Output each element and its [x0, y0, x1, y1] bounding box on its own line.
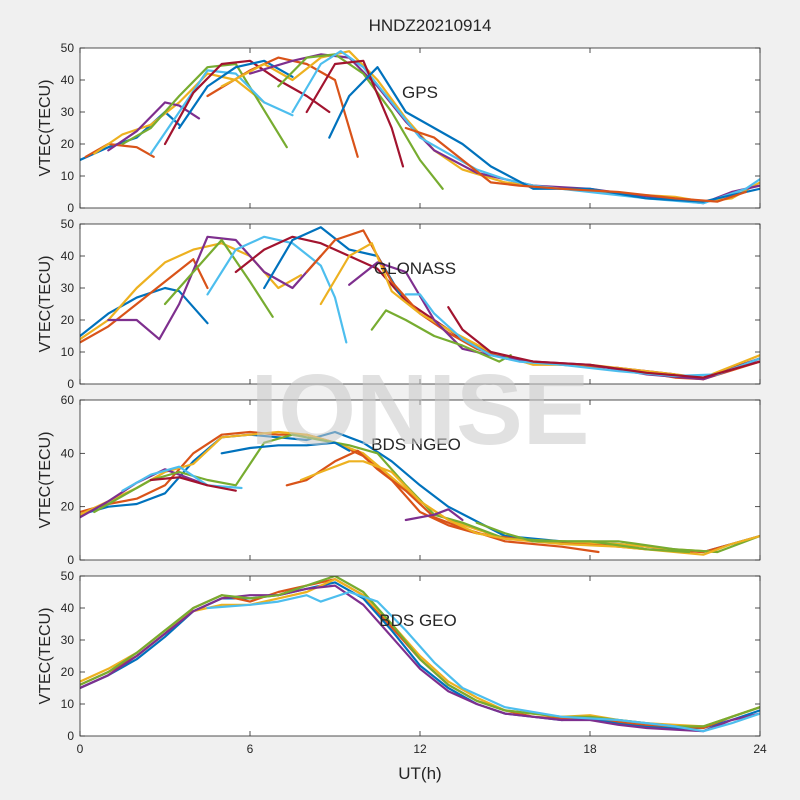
y-tick-label: 10	[61, 169, 75, 183]
y-tick-label: 0	[67, 729, 74, 743]
series-line	[206, 590, 760, 733]
series-line	[206, 235, 348, 344]
y-tick-label: 50	[61, 217, 75, 231]
series-line	[220, 441, 351, 455]
series-line	[121, 465, 243, 492]
y-tick-label: 30	[61, 633, 75, 647]
panel-3: 0 10 20 30 40 50 0 6 12 18 24 VTEC(TECU) BDS GEO	[37, 569, 767, 756]
series-line	[404, 508, 464, 522]
y-tick-label: 30	[61, 281, 75, 295]
series-line	[285, 449, 600, 554]
series-line	[447, 306, 760, 379]
panels-container: 0 10 20 30 40 50 VTEC(TECU) GPS 0 10 20 30 40 50 VTEC(…	[37, 41, 767, 756]
series-line	[328, 66, 760, 203]
series-line	[80, 584, 760, 733]
y-axis-label: VTEC(TECU)	[37, 608, 54, 705]
y-tick-label: 20	[61, 313, 75, 327]
y-tick-label: 0	[67, 201, 74, 215]
series-line	[93, 433, 760, 554]
series-line	[149, 476, 237, 492]
series-line	[348, 261, 760, 381]
series-line	[121, 62, 288, 149]
series-line	[299, 460, 760, 556]
y-tick-label: 0	[67, 377, 74, 391]
panel-label: GPS	[402, 83, 438, 102]
y-tick-label: 50	[61, 569, 75, 583]
series-line	[149, 69, 294, 155]
watermark: IONISE	[251, 354, 590, 466]
x-tick-label: 0	[77, 742, 84, 756]
series-group	[80, 430, 760, 556]
x-tick-label: 6	[247, 742, 254, 756]
x-tick-label: 24	[753, 742, 767, 756]
y-axis-label: VTEC(TECU)	[37, 256, 54, 353]
series-line	[305, 59, 405, 168]
series-line	[80, 242, 303, 341]
y-tick-label: 20	[61, 665, 75, 679]
panel-label: BDS GEO	[379, 611, 456, 630]
y-axis-label: VTEC(TECU)	[37, 80, 54, 177]
figure-title: HNDZ20210914	[369, 16, 492, 35]
plot-area	[80, 48, 760, 208]
y-tick-label: 20	[61, 137, 75, 151]
series-line	[163, 238, 274, 318]
panel-1: 0 10 20 30 40 50 VTEC(TECU) GLONASS	[37, 217, 761, 391]
y-tick-label: 10	[61, 345, 75, 359]
y-tick-label: 0	[67, 553, 74, 567]
y-axis-label: VTEC(TECU)	[37, 432, 54, 529]
y-tick-label: 60	[61, 393, 75, 407]
y-tick-label: 50	[61, 41, 75, 55]
y-tick-label: 40	[61, 446, 75, 460]
y-tick-label: 20	[61, 500, 75, 514]
x-axis-label: UT(h)	[398, 764, 441, 783]
y-tick-label: 40	[61, 601, 75, 615]
series-group	[80, 226, 760, 381]
panel-2: 0 20 40 60 VTEC(TECU) BDS NGEO	[37, 393, 761, 567]
panel-label: BDS NGEO	[371, 435, 461, 454]
series-line	[107, 101, 201, 152]
y-tick-label: 40	[61, 73, 75, 87]
panel-label: GLONASS	[374, 259, 456, 278]
series-line	[277, 53, 444, 190]
x-tick-label: 12	[413, 742, 427, 756]
series-line	[370, 309, 512, 363]
series-line	[107, 235, 322, 341]
series-line	[475, 521, 691, 554]
y-tick-label: 10	[61, 697, 75, 711]
y-tick-label: 40	[61, 249, 75, 263]
series-group	[80, 576, 760, 733]
series-line	[404, 126, 747, 203]
series-group	[80, 50, 760, 205]
series-line	[319, 242, 760, 379]
panel-0: 0 10 20 30 40 50 VTEC(TECU) GPS	[37, 41, 761, 215]
series-line	[163, 59, 331, 146]
y-tick-label: 30	[61, 105, 75, 119]
x-tick-label: 18	[583, 742, 597, 756]
